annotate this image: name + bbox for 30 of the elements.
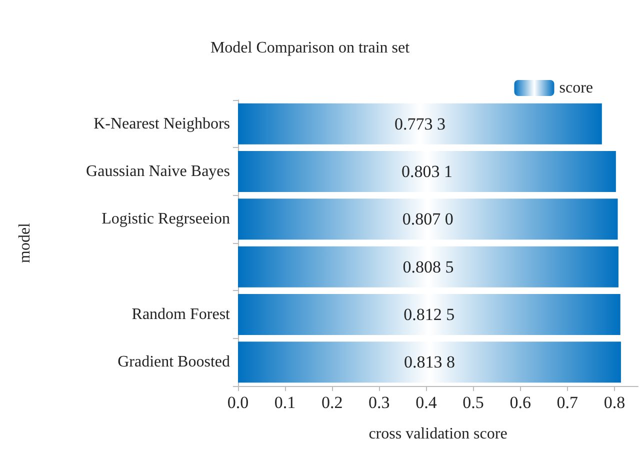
x-tick-label: 0.4 — [416, 393, 438, 412]
chart-title: Model Comparison on train set — [210, 40, 410, 56]
x-tick-label: 0.3 — [368, 393, 390, 412]
y-tick-label: Logistic Regrseeion — [102, 210, 230, 228]
text: 0.812 5 — [404, 305, 455, 324]
x-axis-title: cross validation score — [368, 426, 508, 442]
bar — [238, 294, 620, 335]
x-tick-label: 0.5 — [462, 393, 484, 412]
bar — [238, 151, 616, 192]
text: 0.813 8 — [404, 352, 455, 372]
text: 0.773 3 — [394, 114, 446, 134]
x-tick-label: 0.6 — [510, 393, 531, 412]
y-tick-label: Gradient Boosted — [118, 354, 230, 371]
bar — [238, 342, 621, 383]
y-tick-label: Random Forest — [132, 306, 231, 323]
text: 0.0 — [227, 393, 249, 412]
bar — [238, 246, 618, 288]
y-tick-label: K-Nearest Neighbors — [94, 115, 230, 132]
x-tick-label: 0.7 — [556, 393, 579, 412]
x-tick-label: 0.1 — [274, 393, 296, 412]
text: 0.808 5 — [402, 257, 454, 276]
y-tick-label: Gaussian Naive Bayes — [86, 163, 230, 180]
y-axis-title: model — [16, 222, 34, 263]
bar — [238, 103, 602, 144]
bar — [238, 198, 618, 240]
legend-label: score — [559, 80, 594, 96]
x-tick-label: 0.2 — [321, 393, 343, 412]
text: 0.807 0 — [402, 210, 454, 229]
text: 0.803 1 — [401, 162, 452, 181]
x-tick-label: 0.8 — [604, 393, 626, 412]
